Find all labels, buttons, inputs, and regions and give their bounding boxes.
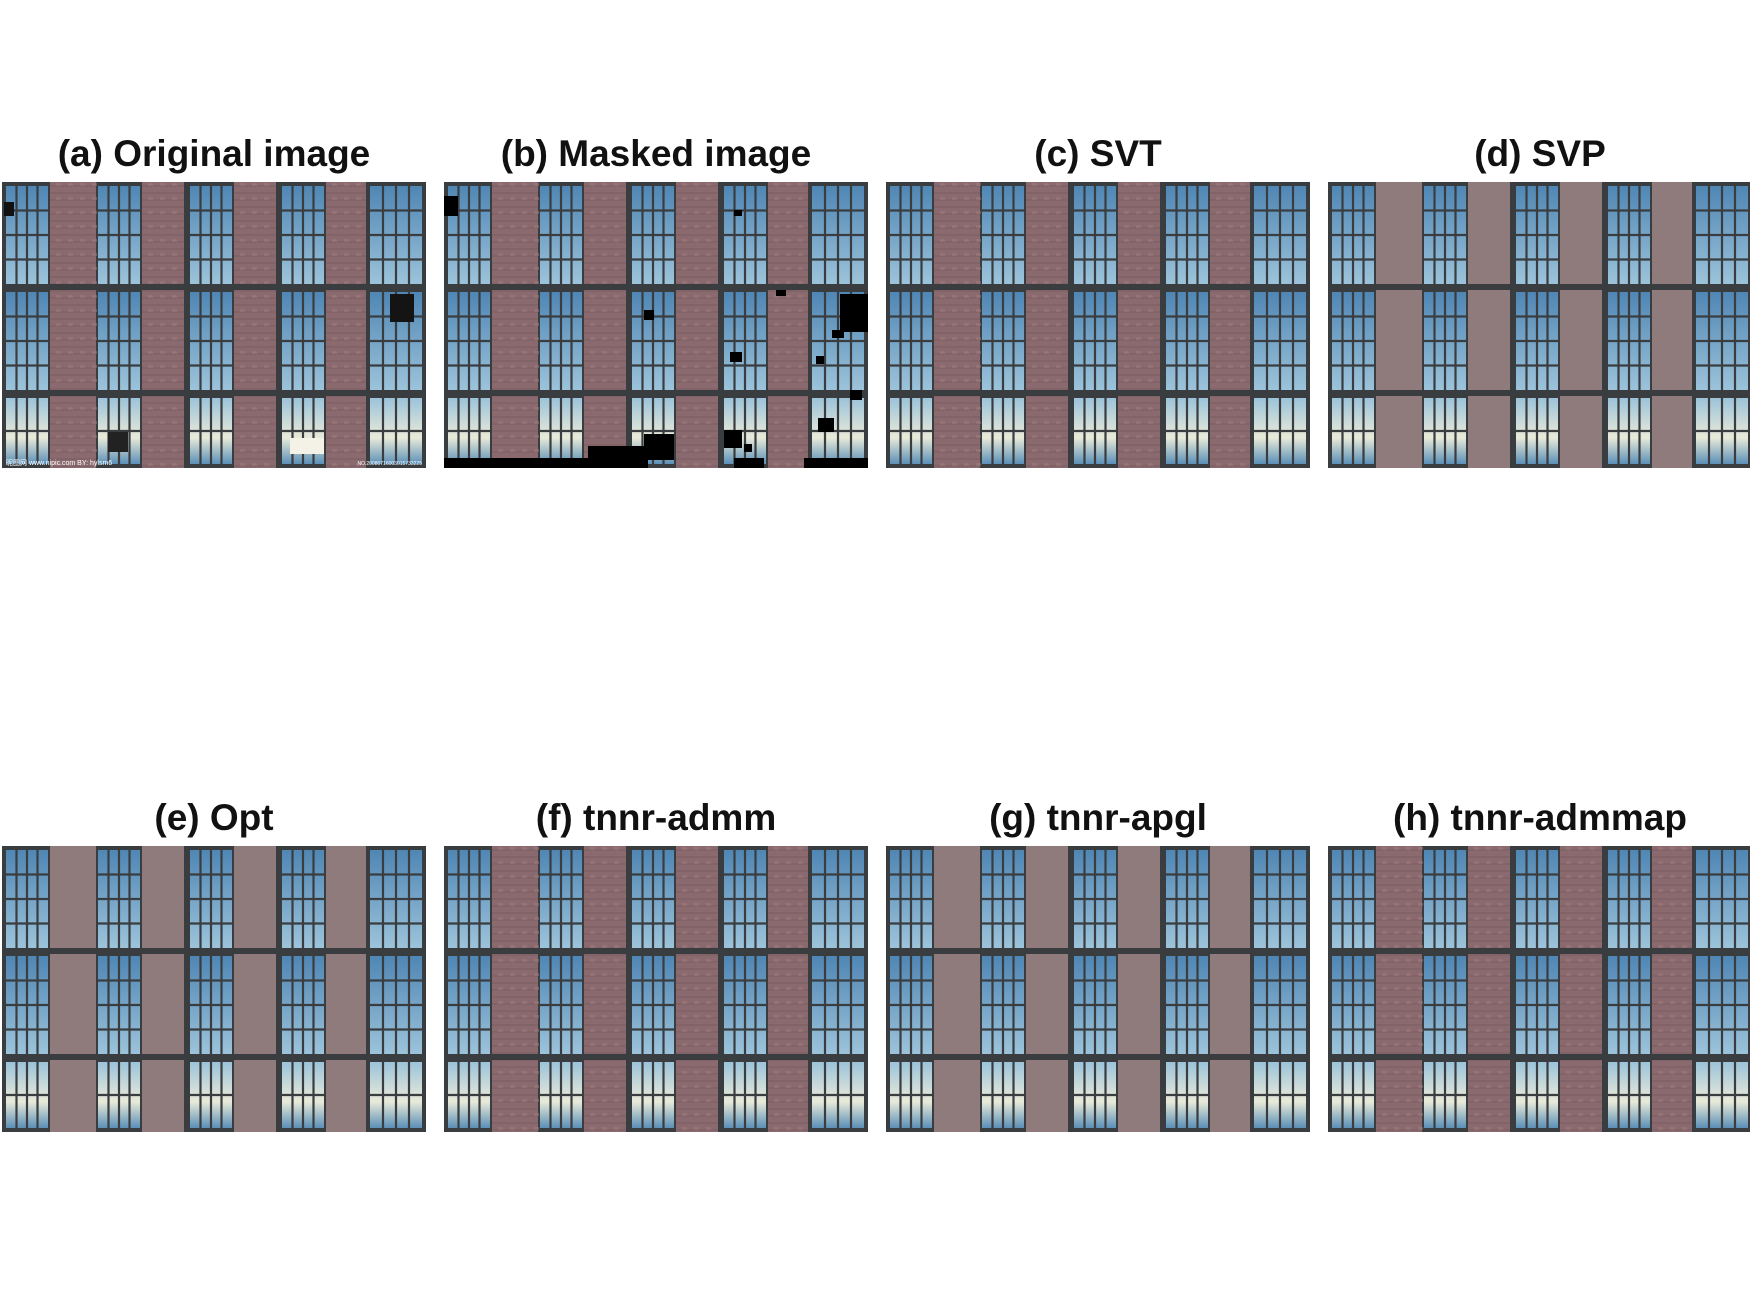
facade-image — [886, 846, 1310, 1132]
watermark-id: NO.20080716003015733225 — [357, 461, 422, 467]
facade-image — [1328, 846, 1750, 1132]
facade-image — [444, 182, 868, 468]
panel-title: (b) Masked image — [500, 133, 812, 174]
facade-image — [886, 182, 1310, 468]
facade-image: 昵图网 www.nipic.com BY: hylsm6 NO.200807160… — [2, 182, 426, 468]
panel-title: (f) tnnr-admm — [535, 797, 777, 838]
panel-title: (c) SVT — [1034, 133, 1162, 174]
panel-title: (d) SVP — [1474, 133, 1606, 174]
panel-title: (a) Original image — [57, 133, 371, 174]
watermark-text: 昵图网 www.nipic.com BY: hylsm6 — [6, 459, 112, 467]
facade-image — [444, 846, 868, 1132]
facade-image — [2, 846, 426, 1132]
panel-title: (h) tnnr-admmap — [1393, 797, 1687, 838]
facade-image — [1328, 182, 1750, 468]
panel-title: (g) tnnr-apgl — [989, 797, 1207, 838]
panel-title: (e) Opt — [154, 797, 274, 838]
